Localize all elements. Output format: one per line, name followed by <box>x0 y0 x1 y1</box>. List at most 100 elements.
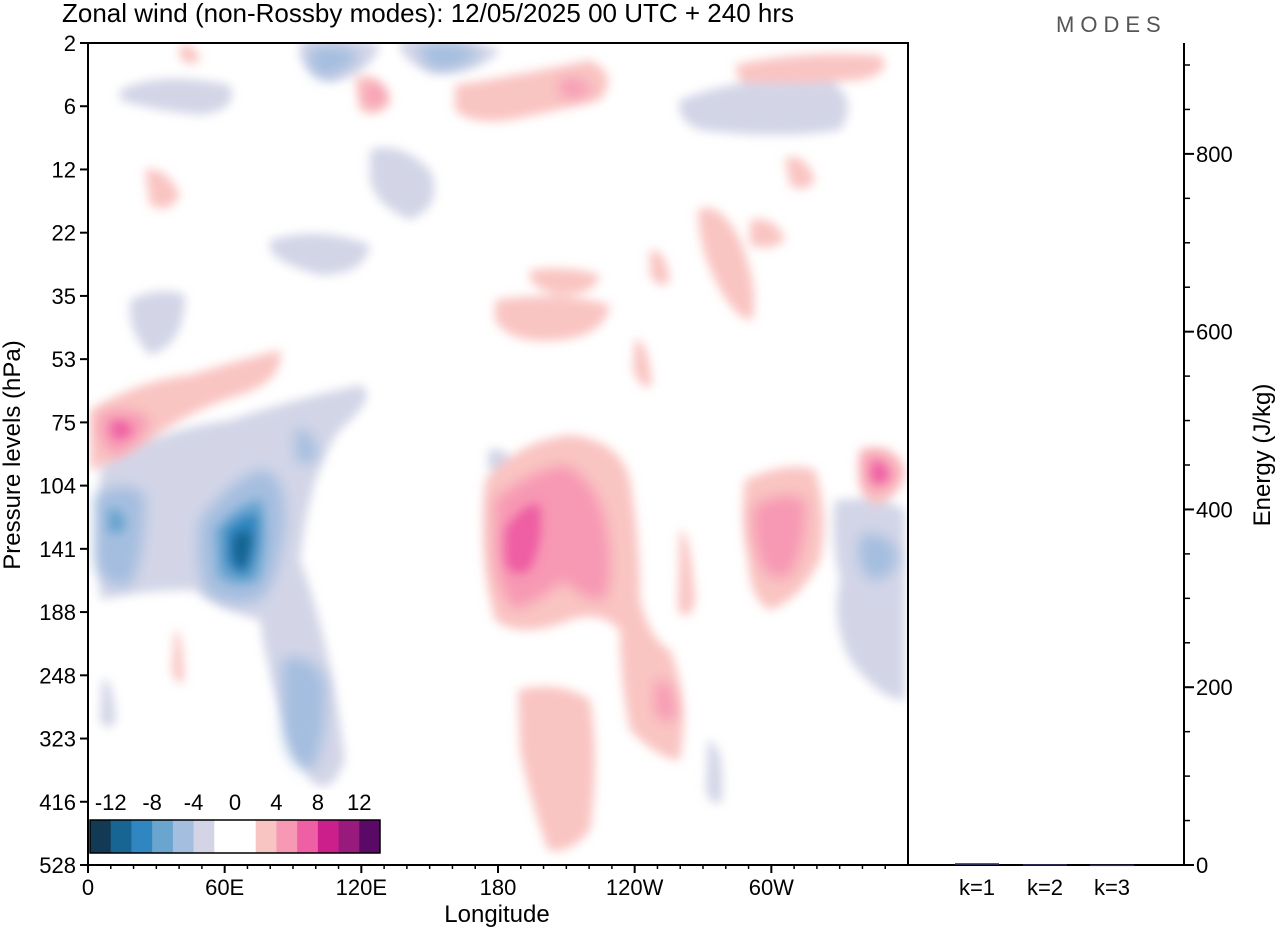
x-tick-label: 180 <box>480 875 517 900</box>
y-tick-label: 35 <box>52 284 76 309</box>
contour-fill <box>90 43 905 851</box>
colorbar-swatch <box>131 820 153 853</box>
energy-bar <box>1090 864 1134 867</box>
y-tick-label: 188 <box>39 600 76 625</box>
positive-region <box>785 156 815 189</box>
energy-tick-label: 400 <box>1196 497 1233 522</box>
x-tick-label: 60E <box>205 875 244 900</box>
colorbar-swatch <box>235 820 257 853</box>
positive-core <box>365 84 386 106</box>
positive-region <box>633 339 652 387</box>
positive-region <box>90 350 281 470</box>
x-tick-label: 0 <box>82 875 94 900</box>
colorbar-swatch <box>276 820 298 853</box>
negative-core <box>282 657 326 771</box>
colorbar-frame <box>89 819 381 854</box>
pressure-axis: 2 6 12 22 35 53 75 104 141 188 248 323 416 528 <box>39 31 88 878</box>
colorbar-label: 12 <box>347 790 371 815</box>
negative-region <box>706 740 723 804</box>
y-tick-label: 104 <box>39 474 76 499</box>
energy-bar <box>1023 864 1067 866</box>
energy-category-label: k=2 <box>1027 875 1063 900</box>
positive-peak <box>505 504 542 574</box>
colorbar-label: 8 <box>312 790 324 815</box>
y-tick-label: 528 <box>39 853 76 878</box>
energy-category-label: k=1 <box>959 875 995 900</box>
colorbar-label: -8 <box>142 790 162 815</box>
positive-core <box>753 496 806 578</box>
positive-peak <box>871 461 888 483</box>
energy-categories: k=1 k=2 k=3 <box>959 875 1130 900</box>
contour-inner <box>95 43 898 771</box>
colorbar-swatch <box>90 820 112 853</box>
y-tick-label: 2 <box>64 31 76 56</box>
energy-bars <box>955 863 1134 867</box>
energy-tick-label: 800 <box>1196 142 1233 167</box>
x-axis-label: Longitude <box>444 901 549 928</box>
y-tick-label: 12 <box>52 157 76 182</box>
longitude-axis: 0 60E 120E 180 120W 60W <box>82 865 886 900</box>
negative-core <box>295 429 318 464</box>
colorbar-swatch <box>193 820 215 853</box>
positive-core <box>560 78 592 97</box>
negative-region <box>270 233 370 275</box>
y-tick-label: 75 <box>52 410 76 435</box>
colorbar-swatch <box>297 820 319 853</box>
positive-region <box>172 629 184 684</box>
positive-core <box>495 465 610 610</box>
positive-region <box>678 530 695 616</box>
energy-axis-label: Energy (J/kg) <box>1249 384 1276 527</box>
positive-region <box>698 208 755 320</box>
y-tick-label: 6 <box>64 94 76 119</box>
modes-logo: MODES <box>1056 12 1167 37</box>
colorbar-swatch <box>359 820 381 853</box>
negative-region <box>370 147 435 220</box>
energy-panel: 0 200 400 600 800 k=1 k=2 k=3 Energy (J/kg) <box>908 43 1276 900</box>
x-tick-label: 60W <box>749 875 794 900</box>
colorbar <box>89 819 381 854</box>
positive-region <box>495 296 610 341</box>
y-tick-label: 22 <box>52 221 76 246</box>
negative-core <box>308 46 360 78</box>
energy-tick-label: 200 <box>1196 675 1233 700</box>
x-tick-label: 120E <box>336 875 387 900</box>
positive-region <box>750 219 785 248</box>
negative-region <box>130 291 185 355</box>
contour-plot <box>88 43 905 865</box>
negative-peak <box>232 530 252 570</box>
negative-region <box>679 79 848 135</box>
colorbar-label: 4 <box>270 790 282 815</box>
energy-category-label: k=3 <box>1094 875 1130 900</box>
colorbar-label: -4 <box>184 790 204 815</box>
colorbar-swatch <box>255 820 277 853</box>
colorbar-swatch <box>317 820 340 853</box>
y-tick-label: 141 <box>39 537 76 562</box>
positive-peak <box>112 421 132 439</box>
colorbar-swatch <box>152 820 174 853</box>
y-tick-label: 323 <box>39 727 76 752</box>
y-tick-label: 53 <box>52 347 76 372</box>
negative-core <box>95 486 145 586</box>
negative-region <box>120 78 232 115</box>
negative-region <box>100 679 116 728</box>
positive-region <box>530 268 600 295</box>
colorbar-swatch <box>172 820 195 853</box>
positive-core <box>655 679 676 722</box>
energy-bar <box>955 863 999 865</box>
energy-tick-label: 600 <box>1196 320 1233 345</box>
colorbar-label: 0 <box>229 790 241 815</box>
colorbar-labels: -12 -8 -4 0 4 8 12 <box>95 790 372 815</box>
negative-peak <box>108 509 126 534</box>
positive-region <box>145 169 180 209</box>
positive-region <box>735 53 885 84</box>
colorbar-label: -12 <box>95 790 127 815</box>
positive-region <box>650 249 670 285</box>
x-tick-label: 120W <box>606 875 664 900</box>
negative-core <box>420 43 480 70</box>
positive-region <box>518 686 595 851</box>
negative-region <box>833 498 905 700</box>
energy-axis: 0 200 400 600 800 <box>1184 64 1233 878</box>
colorbar-swatch <box>214 820 236 853</box>
contour-cores <box>108 421 888 584</box>
y-tick-label: 248 <box>39 663 76 688</box>
